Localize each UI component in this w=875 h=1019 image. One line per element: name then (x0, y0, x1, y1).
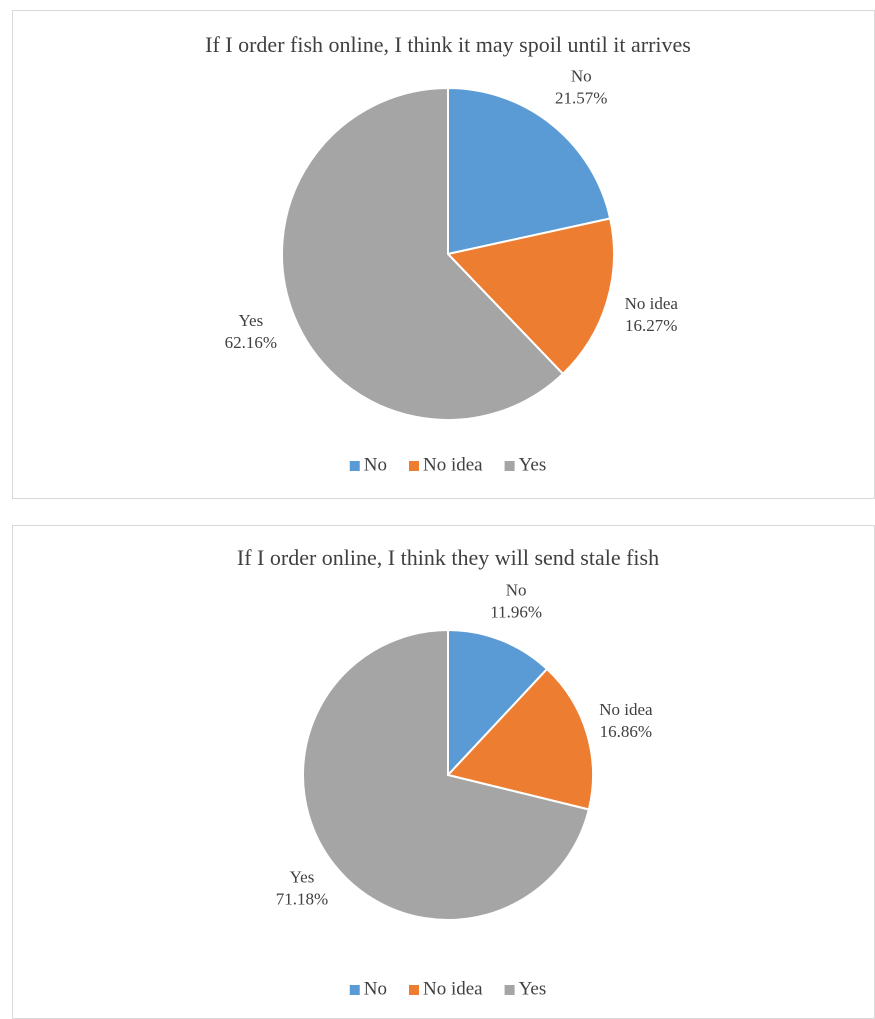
legend: No No idea Yes (349, 978, 547, 999)
slice-value-label: 16.27% (625, 316, 677, 335)
legend-swatch (504, 985, 515, 995)
legend-label: No (364, 454, 387, 475)
slice-category-label: No idea (599, 700, 653, 719)
slice-value-label: 11.96% (490, 602, 542, 621)
slice-category-label: No idea (625, 294, 679, 313)
slice-value-label: 71.18% (276, 889, 328, 908)
pie-slice (447, 86, 612, 256)
chart-title: If I order online, I think they will sen… (237, 545, 659, 570)
legend-swatch (408, 461, 419, 471)
slice-value-label: 21.57% (555, 88, 607, 107)
pie-slice (281, 86, 565, 421)
pie-slice (446, 217, 615, 376)
legend-swatch (349, 461, 360, 471)
slice-value-label: 62.16% (225, 333, 277, 352)
pie-slice (302, 628, 591, 921)
slice-category-label: Yes (238, 311, 263, 330)
slice-value-label: 16.86% (600, 722, 652, 741)
legend-swatch (408, 985, 419, 995)
slice-category-label: Yes (290, 867, 315, 886)
legend-swatch (504, 461, 515, 471)
slice-category-label: No (506, 580, 527, 599)
legend-label: Yes (519, 454, 547, 475)
legend-label: No idea (423, 454, 483, 475)
chart-title: If I order fish online, I think it may s… (205, 32, 691, 57)
legend: No No idea Yes (349, 454, 547, 475)
legend-swatch (349, 985, 360, 995)
pie-slice (447, 628, 549, 778)
legend-label: No idea (423, 978, 483, 999)
legend-label: Yes (519, 978, 547, 999)
legend-label: No (364, 978, 387, 999)
slice-category-label: No (571, 66, 592, 85)
pie-slice (446, 667, 594, 811)
